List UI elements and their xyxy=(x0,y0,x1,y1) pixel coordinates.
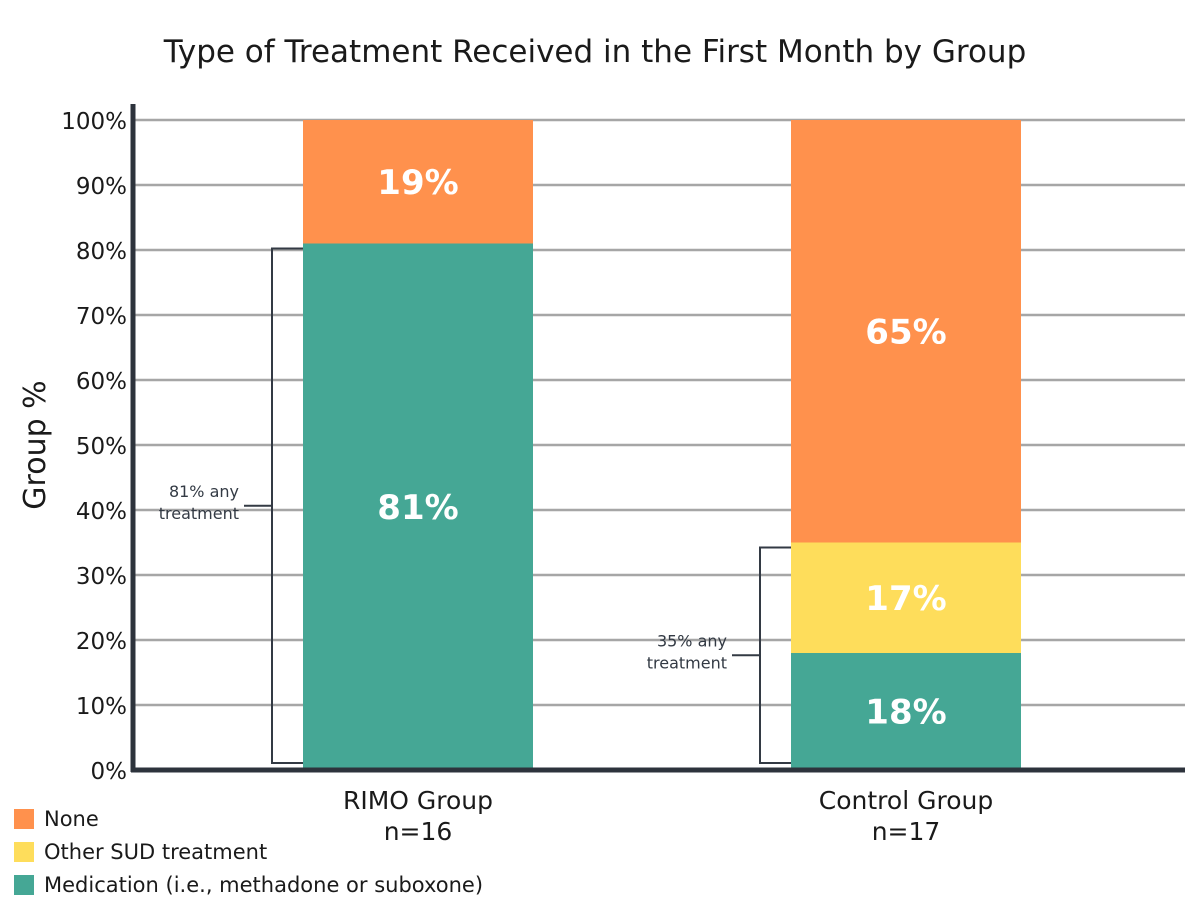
x-category-label: RIMO Group xyxy=(343,786,493,815)
annotation-bracket xyxy=(244,247,303,764)
y-axis-ticks: 0% 10% 20% 30% 40% 50% 60% 70% 80% 90% 100% xyxy=(61,109,127,785)
bar-segment xyxy=(303,243,533,770)
y-tick-label: 40% xyxy=(76,499,127,525)
bar-value-label: 17% xyxy=(865,579,946,619)
bar-value-label: 65% xyxy=(865,312,946,352)
legend-item-none: None xyxy=(14,802,483,835)
legend-item-medication: Medication (i.e., methadone or suboxone) xyxy=(14,868,483,901)
y-tick-label: 0% xyxy=(91,759,128,785)
legend-swatch-none xyxy=(14,808,34,829)
chart-title: Type of Treatment Received in the First … xyxy=(163,34,1027,70)
annotation-text: treatment xyxy=(159,504,239,523)
bar-segment xyxy=(791,653,1021,770)
legend: None Other SUD treatment Medication (i.e… xyxy=(14,802,483,901)
x-category-label: Control Group xyxy=(819,786,993,815)
bar-value-label: 81% xyxy=(377,488,458,528)
axes xyxy=(130,104,1185,773)
y-tick-label: 50% xyxy=(76,434,127,460)
gridlines xyxy=(133,118,1185,707)
bar-segment xyxy=(303,120,533,244)
y-tick-label: 30% xyxy=(76,564,127,590)
legend-label-other-sud: Other SUD treatment xyxy=(44,839,268,864)
legend-item-other-sud: Other SUD treatment xyxy=(14,835,483,868)
y-tick-label: 10% xyxy=(76,694,127,720)
y-tick-label: 100% xyxy=(61,109,127,135)
bar-value-label: 19% xyxy=(377,163,458,203)
legend-swatch-other-sud xyxy=(14,841,34,862)
bar-segment xyxy=(791,542,1021,653)
annotation-text: 35% any xyxy=(657,631,727,650)
x-category-sublabel: n=16 xyxy=(384,817,453,846)
legend-label-medication: Medication (i.e., methadone or suboxone) xyxy=(44,872,484,897)
bar-value-label: 18% xyxy=(865,693,946,733)
y-axis-label: Group % xyxy=(18,380,53,509)
annotation-text: treatment xyxy=(647,653,727,672)
y-tick-label: 60% xyxy=(76,369,127,395)
y-tick-label: 70% xyxy=(76,304,127,330)
legend-label-none: None xyxy=(44,806,99,831)
legend-swatch-medication xyxy=(14,874,34,895)
y-tick-label: 90% xyxy=(76,174,127,200)
annotation-text: 81% any xyxy=(169,482,239,501)
y-tick-label: 20% xyxy=(76,629,127,655)
bar-segment xyxy=(791,120,1021,543)
bars: 81% 19% 18% 17% 65% xyxy=(303,120,1021,770)
annotations: 81% any treatment 35% any treatment xyxy=(159,247,791,764)
annotation-bracket xyxy=(732,546,791,764)
x-category-sublabel: n=17 xyxy=(872,817,941,846)
y-tick-label: 80% xyxy=(76,239,127,265)
